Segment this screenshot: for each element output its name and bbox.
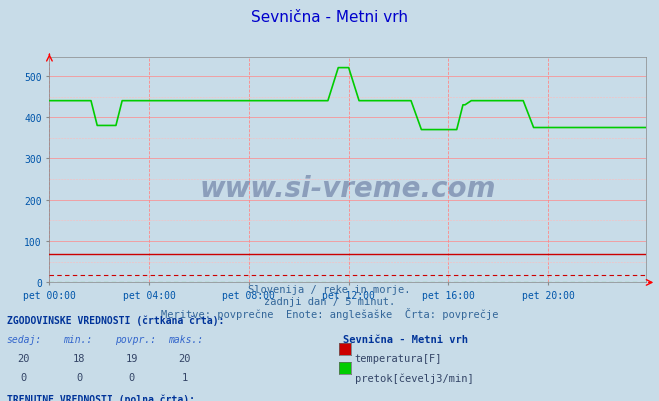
Text: 20: 20 bbox=[179, 353, 190, 363]
Text: ZGODOVINSKE VREDNOSTI (črtkana črta):: ZGODOVINSKE VREDNOSTI (črtkana črta): bbox=[7, 315, 224, 325]
Text: Sevnična - Metni vrh: Sevnična - Metni vrh bbox=[251, 10, 408, 25]
Text: 1: 1 bbox=[181, 373, 188, 383]
Text: povpr.:: povpr.: bbox=[115, 334, 156, 344]
Text: 0: 0 bbox=[129, 373, 135, 383]
Text: 18: 18 bbox=[73, 353, 85, 363]
Text: Sevnična - Metni vrh: Sevnična - Metni vrh bbox=[343, 334, 468, 344]
Text: Meritve: povprečne  Enote: anglešaške  Črta: povprečje: Meritve: povprečne Enote: anglešaške Črt… bbox=[161, 307, 498, 319]
Text: 20: 20 bbox=[17, 353, 29, 363]
Text: 0: 0 bbox=[20, 373, 26, 383]
Text: pretok[čevelj3/min]: pretok[čevelj3/min] bbox=[355, 373, 473, 383]
Text: 19: 19 bbox=[126, 353, 138, 363]
Text: TRENUTNE VREDNOSTI (polna črta):: TRENUTNE VREDNOSTI (polna črta): bbox=[7, 393, 194, 401]
Text: sedaj:: sedaj: bbox=[7, 334, 42, 344]
Text: maks.:: maks.: bbox=[168, 334, 203, 344]
Text: www.si-vreme.com: www.si-vreme.com bbox=[200, 174, 496, 203]
Text: min.:: min.: bbox=[63, 334, 92, 344]
Text: 0: 0 bbox=[76, 373, 82, 383]
Text: Slovenija / reke in morje.: Slovenija / reke in morje. bbox=[248, 285, 411, 295]
Text: temperatura[F]: temperatura[F] bbox=[355, 353, 442, 363]
Text: zadnji dan / 5 minut.: zadnji dan / 5 minut. bbox=[264, 296, 395, 306]
